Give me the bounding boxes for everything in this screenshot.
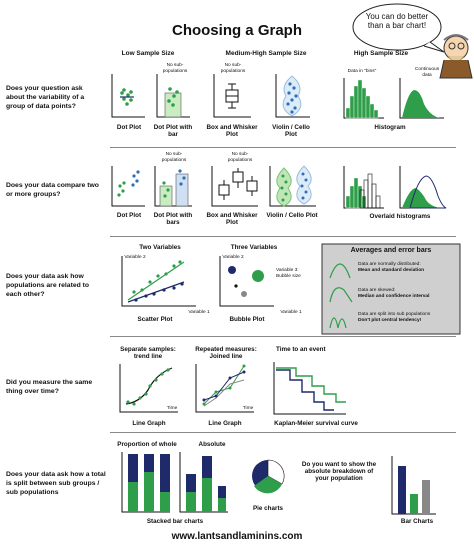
row5-stacked-proportion — [122, 452, 170, 512]
row5-stacked-label: Stacked bar charts — [140, 518, 210, 525]
row5-pie-chart — [252, 460, 284, 493]
row5-stacked-absolute — [180, 452, 228, 512]
row5-pie-label: Pie charts — [240, 505, 296, 512]
row5-absolute-question: Do you want to show the absolute breakdo… — [298, 461, 380, 482]
row5-absolute: Absolute — [192, 441, 232, 448]
row5-bar-chart — [392, 456, 436, 514]
row5-bar-label: Bar Charts — [394, 518, 440, 525]
row5-proportion: Proportion of whole — [114, 441, 180, 448]
footer-url[interactable]: www.lantsandlaminins.com — [0, 531, 474, 542]
